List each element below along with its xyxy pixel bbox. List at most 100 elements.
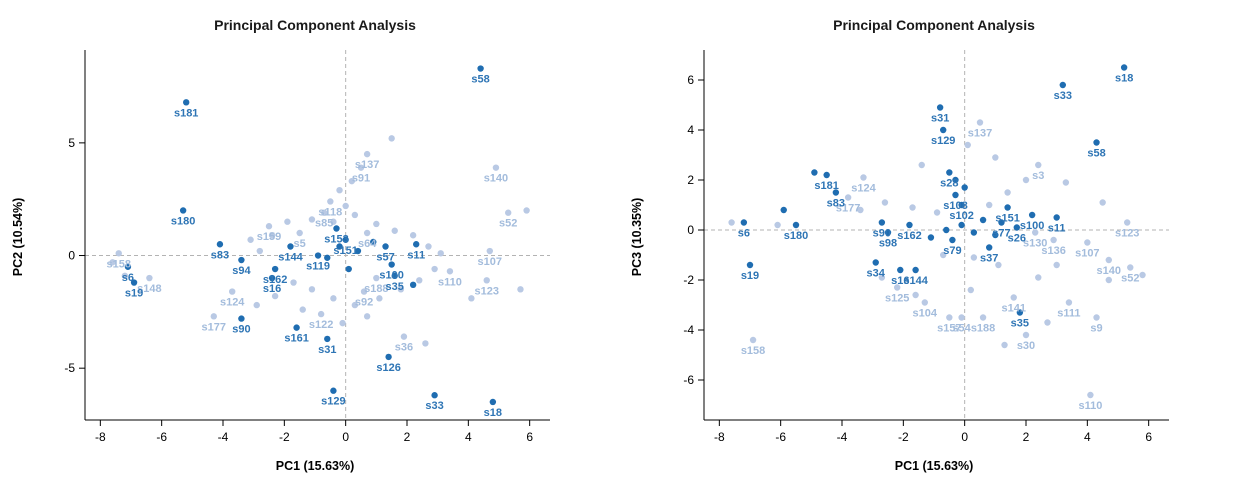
point-label: s28 — [940, 178, 958, 190]
x-tick-label: 2 — [404, 430, 411, 444]
data-point — [400, 333, 408, 340]
data-point — [446, 268, 454, 275]
data-point — [927, 234, 935, 241]
data-point — [238, 315, 245, 322]
data-point — [268, 274, 276, 282]
point-label: s124 — [851, 183, 876, 195]
point-label: s162 — [897, 230, 921, 242]
point-label: s110 — [438, 276, 462, 288]
scatter-plot-pc1-pc3: -8 -6 -4 -2 0 2 4 6 -6 -4 -2 0 2 4 6 s137 s124 s3 s177 s123… — [630, 17, 1169, 473]
data-point — [489, 398, 497, 406]
data-point — [1050, 236, 1057, 244]
data-point — [1013, 224, 1020, 231]
x-tick-label: -2 — [279, 430, 290, 444]
data-point — [342, 202, 349, 210]
data-point — [492, 164, 500, 171]
chart-title: Principal Component Analysis — [214, 17, 416, 33]
data-point — [357, 164, 365, 171]
point-label: s148 — [137, 283, 161, 295]
data-point — [918, 161, 925, 169]
point-label: s19 — [741, 270, 759, 282]
point-label: s188 — [971, 323, 995, 335]
data-point — [894, 284, 901, 291]
point-label: s162 — [263, 274, 287, 286]
point-label: s153 — [324, 233, 348, 245]
data-point — [1127, 264, 1134, 271]
data-point — [388, 135, 395, 142]
data-point — [878, 219, 886, 226]
data-point — [1105, 276, 1112, 284]
point-label: s108 — [943, 200, 967, 212]
point-label: s188 — [364, 283, 388, 295]
data-point — [321, 209, 328, 216]
data-point — [936, 104, 944, 111]
point-label: s54 — [952, 323, 971, 335]
data-point — [1120, 64, 1128, 71]
data-point — [425, 243, 432, 250]
data-point — [857, 206, 864, 214]
data-point — [1065, 299, 1073, 306]
data-point — [774, 221, 781, 229]
point-label: s79 — [943, 245, 961, 257]
data-point — [373, 220, 380, 228]
point-label: s137 — [968, 128, 992, 140]
plot-layer-pc1-pc3: -8 -6 -4 -2 0 2 4 6 -6 -4 -2 0 2 4 6 s137 s124 s3 s177 s123… — [683, 50, 1169, 444]
data-point — [1035, 274, 1042, 281]
data-point — [811, 169, 818, 176]
point-label: s18 — [484, 407, 502, 419]
data-point — [342, 236, 349, 243]
data-point — [1139, 271, 1146, 279]
data-point — [906, 221, 913, 229]
point-label: s77 — [992, 228, 1010, 240]
x-tick-label: 0 — [342, 430, 349, 444]
data-point — [964, 141, 971, 149]
data-point — [823, 171, 830, 179]
data-point — [1028, 211, 1036, 219]
data-point — [183, 99, 190, 106]
point-label: s102 — [949, 210, 973, 222]
x-tick-label: -4 — [218, 430, 229, 444]
x-axis-label: PC1 (15.63%) — [276, 459, 355, 473]
point-label: s52 — [499, 218, 517, 230]
point-label: s85 — [315, 218, 333, 230]
point-label: s137 — [355, 159, 379, 171]
data-point — [844, 194, 852, 201]
point-label: s118 — [318, 206, 342, 218]
y-tick-label: 6 — [687, 73, 694, 87]
data-point — [284, 218, 291, 225]
data-point — [336, 186, 343, 194]
data-point — [979, 216, 987, 224]
data-point — [416, 277, 423, 284]
point-label: s11 — [1048, 223, 1066, 235]
data-point — [382, 243, 389, 250]
point-label: s9 — [1090, 323, 1102, 335]
data-point — [351, 211, 359, 219]
point-label: s107 — [478, 256, 502, 268]
data-point — [992, 231, 999, 239]
data-point — [728, 219, 735, 226]
point-label: s98 — [879, 238, 897, 250]
data-point — [299, 306, 306, 313]
data-point — [327, 198, 334, 205]
data-point — [354, 247, 362, 255]
point-label: s136 — [1041, 245, 1065, 257]
y-tick-label: 0 — [68, 249, 75, 263]
data-point — [1004, 189, 1011, 196]
x-tick-label: -6 — [775, 430, 786, 444]
point-label: s37 — [980, 253, 998, 265]
data-point — [483, 277, 490, 284]
data-point — [970, 229, 978, 236]
data-point — [1016, 309, 1024, 316]
data-point — [339, 319, 346, 327]
point-label: s94 — [232, 265, 251, 277]
data-point — [792, 221, 800, 229]
data-point — [1084, 239, 1091, 246]
data-point — [505, 209, 512, 216]
x-tick-label: 4 — [465, 430, 472, 444]
point-label: s122 — [309, 319, 333, 331]
data-point — [1093, 139, 1100, 146]
data-point — [317, 310, 325, 318]
data-point — [486, 247, 493, 255]
data-point — [290, 279, 297, 286]
